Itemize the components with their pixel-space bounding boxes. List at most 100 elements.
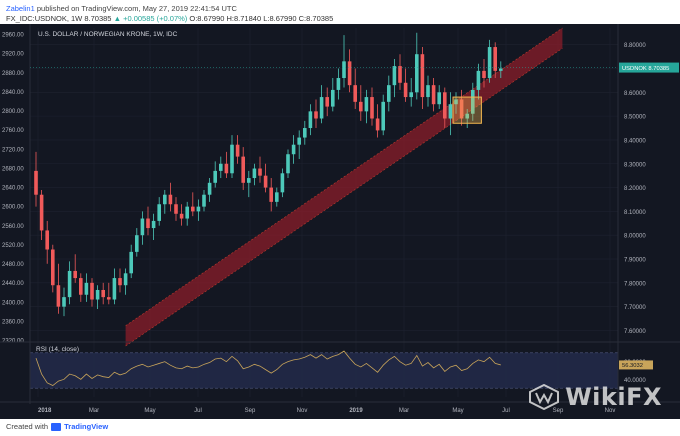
wikifx-text: WikiFX (565, 383, 662, 411)
right-axis-tick-label: 8.20000 (624, 186, 646, 192)
chart-title: U.S. DOLLAR / NORWEGIAN KRONE, 1W, IDC (38, 31, 178, 38)
candle-body (174, 204, 178, 214)
candle-body (392, 66, 397, 86)
footer: Created with TradingView (6, 422, 108, 431)
candle-body (269, 187, 273, 202)
candle-body (291, 144, 296, 155)
candle-body (252, 168, 257, 179)
candle-body (207, 182, 212, 195)
left-axis-tick-label: 2720.00 (2, 147, 24, 153)
candle-body (487, 47, 492, 79)
x-axis-tick-label: May (144, 408, 155, 414)
candle-body (56, 285, 61, 307)
left-axis-tick-label: 2640.00 (2, 186, 24, 192)
candle-body (168, 194, 173, 205)
candle-body (375, 118, 380, 131)
right-axis-tick-label: 8.10000 (624, 210, 646, 216)
published-text: published on TradingView.com, May 27, 20… (36, 4, 237, 13)
tradingview-link[interactable]: TradingView (64, 422, 109, 431)
candle-body (448, 104, 453, 119)
candle-body (84, 282, 89, 295)
created-with-text: Created with (6, 422, 49, 431)
candle-body (235, 144, 240, 157)
candle-body (202, 194, 206, 207)
right-axis-tick-label: 8.40000 (624, 138, 646, 144)
left-axis-tick-label: 2400.00 (2, 300, 24, 306)
candle-body (90, 282, 94, 300)
candle-body (101, 289, 105, 298)
candle-body (219, 163, 223, 171)
candle-body (146, 218, 150, 229)
right-axis-tick-label: 8.30000 (624, 162, 646, 168)
candle-body (297, 137, 301, 145)
wikifx-logo-icon (529, 384, 560, 410)
candle-body (230, 144, 234, 174)
candle-body (459, 99, 464, 119)
x-axis-tick-label: Mar (399, 408, 409, 414)
rsi-title: RSI (14, close) (36, 346, 79, 353)
candle-body (370, 97, 374, 119)
candle-body (431, 85, 436, 105)
candle-body (140, 218, 145, 236)
left-axis-tick-label: 2960.00 (2, 33, 24, 39)
x-axis-tick-label: Jul (194, 408, 202, 414)
candle-body (471, 89, 475, 114)
highlight-box (452, 96, 482, 124)
candle-body (112, 278, 117, 300)
x-axis-tick-label: May (452, 408, 463, 414)
left-axis-tick-label: 2920.00 (2, 52, 24, 58)
last-price-label: USDNOK 8.70385 (622, 66, 669, 72)
symbol-line-prefix: FX_IDC:USDNOK, 1W 8.70385 (6, 14, 112, 23)
candle-body (224, 163, 229, 174)
candle-body (398, 66, 402, 83)
right-axis-tick-label: 8.60000 (624, 91, 646, 97)
publisher-name[interactable]: Zabelin1 (6, 4, 35, 13)
left-axis-tick-label: 2360.00 (2, 319, 24, 325)
grid-lines (30, 28, 618, 397)
candle-body (135, 235, 139, 252)
right-axis-tick-label: 8.80000 (624, 43, 646, 49)
candle-body (336, 78, 341, 90)
candle-body (493, 47, 497, 71)
right-axis-tick-label: 7.70000 (624, 305, 646, 311)
candle-body (196, 206, 201, 212)
candle-series (34, 32, 503, 317)
candle-body (118, 278, 122, 286)
candle-body (359, 101, 363, 112)
x-axis-tick-label: 2019 (349, 408, 363, 414)
candle-body (443, 92, 447, 119)
symbol-change: ▲ +0.00585 (+0.07%) (113, 14, 188, 23)
candle-body (426, 85, 430, 98)
candle-body (107, 297, 111, 300)
candle-body (45, 230, 49, 250)
symbol-ohlc: O:8.67990 H:8.71840 L:8.67990 C:8.70385 (189, 14, 334, 23)
right-axis-tick-label: 7.90000 (624, 258, 646, 264)
axes: 8.800008.700008.600008.500008.400008.300… (0, 24, 680, 414)
candle-body (314, 111, 318, 119)
candle-body (454, 99, 458, 105)
x-axis-tick-label: Nov (605, 408, 616, 414)
left-axis-tick-label: 2880.00 (2, 71, 24, 77)
candle-body (51, 249, 55, 286)
rsi-band (30, 352, 618, 389)
x-axis-tick-label: Sep (553, 408, 564, 414)
candle-body (129, 251, 133, 274)
candle-body (387, 85, 391, 102)
rsi-axis-tick-label: 40.0000 (624, 378, 646, 384)
candle-body (275, 192, 279, 202)
rsi-last-tag (619, 360, 653, 370)
candle-body (319, 97, 324, 119)
left-axis-tick-label: 2440.00 (2, 281, 24, 287)
last-price-tag (619, 62, 679, 73)
highlight-rect (452, 96, 482, 124)
right-axis-tick-label: 8.50000 (624, 115, 646, 121)
left-axis-tick-label: 2520.00 (2, 243, 24, 249)
candle-body (191, 206, 195, 212)
candle-body (420, 54, 425, 98)
candle-body (476, 70, 481, 90)
candle-body (247, 178, 251, 183)
candle-body (303, 128, 307, 138)
